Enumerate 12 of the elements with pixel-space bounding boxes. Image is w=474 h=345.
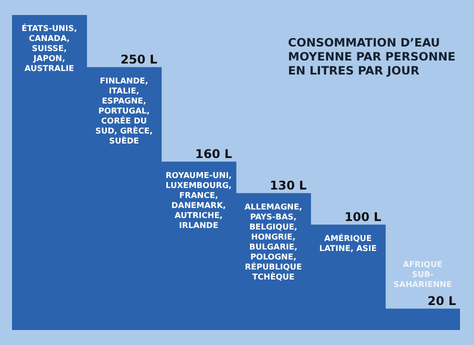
x-tick-label: AFRIQUE SUB-SAHARIENNE [394, 260, 452, 289]
data-label: 130 L [270, 178, 308, 192]
x-tick-label: ALLEMAGNE, PAYS-BAS, BELGIQUE, HONGRIE, BULGARIE, POLOGNE, RÉPUBLIQUE TCHÈQUE [244, 202, 302, 282]
x-tick-label: ÉTATS-UNIS, CANADA, SUISSE, JAPON, AUSTRALIE [22, 23, 78, 73]
data-label: 250 L [120, 52, 158, 66]
data-label: 20 L [427, 294, 456, 308]
x-tick-label: ROYAUME-UNI, LUXEMBOURG, FRANCE, DANEMARK, AUTRICHE, IRLANDE [166, 171, 232, 230]
data-label: 100 L [344, 210, 382, 224]
x-tick-label: FINLANDE, ITALIE, ESPAGNE, PORTUGAL, CORÉE DU SUD, GRÈCE, SUÈDE [95, 76, 153, 146]
text: CONSOMMATION D’EAU MOYENNE PAR PERSONNE EN LITRES PAR JOUR [288, 36, 456, 78]
data-label: 160 L [195, 147, 232, 161]
x-tick-label: AMÉRIQUE LATINE, ASIE [319, 233, 377, 253]
